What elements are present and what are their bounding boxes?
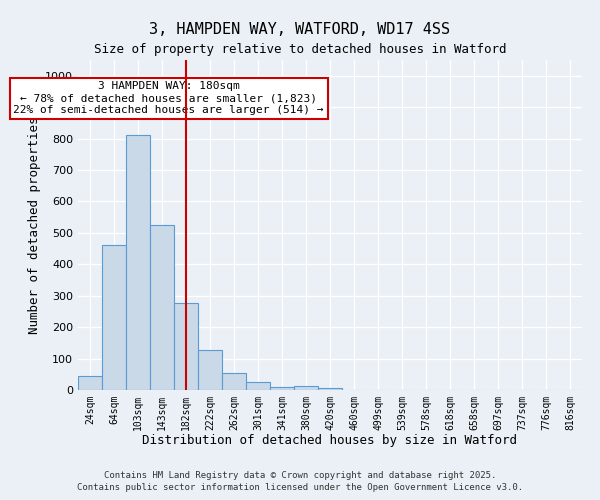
Bar <box>294 386 318 390</box>
Bar <box>150 224 174 390</box>
Text: 3, HAMPDEN WAY, WATFORD, WD17 4SS: 3, HAMPDEN WAY, WATFORD, WD17 4SS <box>149 22 451 38</box>
Bar <box>246 382 270 390</box>
Bar <box>102 245 126 390</box>
Bar <box>174 303 198 390</box>
Bar <box>270 388 294 390</box>
X-axis label: Distribution of detached houses by size in Watford: Distribution of detached houses by size … <box>143 434 517 448</box>
Bar <box>198 350 222 390</box>
Text: 3 HAMPDEN WAY: 180sqm
← 78% of detached houses are smaller (1,823)
22% of semi-d: 3 HAMPDEN WAY: 180sqm ← 78% of detached … <box>13 82 324 114</box>
Bar <box>126 135 150 390</box>
Text: Size of property relative to detached houses in Watford: Size of property relative to detached ho… <box>94 42 506 56</box>
Bar <box>222 372 246 390</box>
Text: Contains HM Land Registry data © Crown copyright and database right 2025.: Contains HM Land Registry data © Crown c… <box>104 470 496 480</box>
Bar <box>318 388 342 390</box>
Text: Contains public sector information licensed under the Open Government Licence v3: Contains public sector information licen… <box>77 483 523 492</box>
Bar <box>78 376 102 390</box>
Y-axis label: Number of detached properties: Number of detached properties <box>28 116 41 334</box>
